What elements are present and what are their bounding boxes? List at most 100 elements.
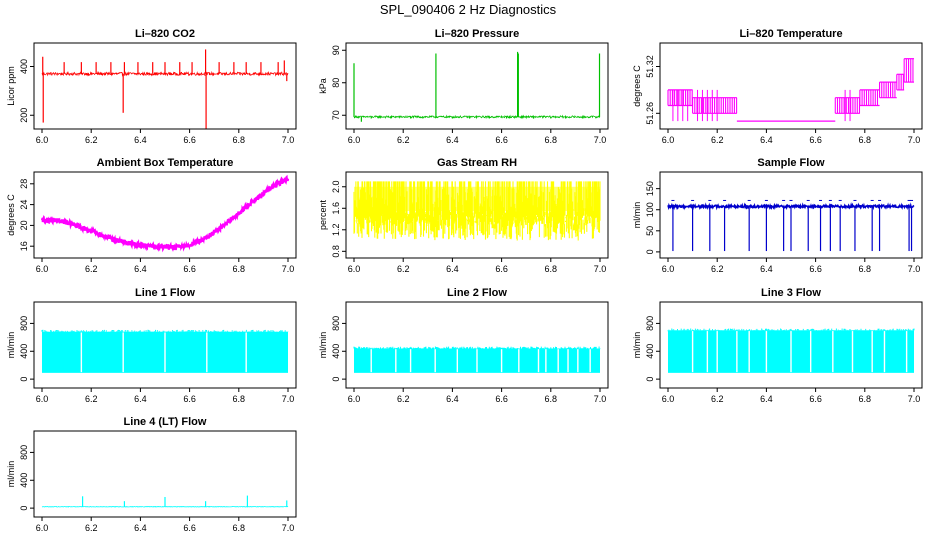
panel-title: Sample Flow [757, 157, 825, 169]
y-tick-label: 1.6 [331, 202, 341, 215]
x-tick-label: 6.8 [545, 264, 558, 274]
x-tick-label: 6.6 [809, 135, 822, 145]
y-axis: 200 400 [19, 59, 34, 123]
x-tick-label: 6.6 [809, 264, 822, 274]
y-tick-label: 200 [19, 108, 29, 123]
y-axis: 0 400 800 [19, 316, 34, 382]
temp-segment-5 [879, 81, 897, 99]
temp-segment-6 [896, 73, 905, 91]
y-tick-label: 100 [645, 202, 655, 217]
x-tick-label: 6.4 [446, 135, 459, 145]
temp-segment-1 [692, 97, 738, 114]
panel-title: Line 3 Flow [761, 287, 821, 299]
y-tick-label: 16 [19, 241, 29, 251]
x-tick-label: 6.6 [183, 523, 196, 533]
panel-gas-stream-rh: Gas Stream RH 6.0 6.2 6.4 6.6 6.8 7.0 0.8 1.2 1.6… [318, 157, 609, 274]
y-axis-label: degrees C [6, 194, 16, 236]
x-tick-label: 6.4 [760, 394, 773, 404]
panel-li820-temperature: Li–820 Temperature 6.0 6.2 6.4 6.6 6.8 7.0 51.2… [632, 28, 923, 145]
panel-title: Li–820 CO2 [135, 28, 195, 40]
y-tick-label: 0 [645, 249, 655, 254]
x-tick-label: 6.4 [134, 523, 147, 533]
x-tick-label: 6.2 [85, 394, 98, 404]
x-tick-label: 6.6 [183, 394, 196, 404]
x-tick-label: 6.8 [233, 523, 246, 533]
y-axis-label: kPa [318, 78, 328, 94]
panel-ambient-box-temperature: Ambient Box Temperature 6.0 6.2 6.4 6.6 6.8 7.… [6, 157, 297, 274]
x-axis: 6.0 6.2 6.4 6.6 6.8 7.0 [662, 129, 921, 145]
y-tick-label: 400 [645, 344, 655, 359]
x-tick-label: 6.2 [85, 523, 98, 533]
x-tick-label: 6.0 [36, 135, 49, 145]
y-axis: 0 50 100 150 [645, 181, 660, 254]
data-layer [667, 328, 915, 373]
panel-line-4-lt-flow: Line 4 (LT) Flow 6.0 6.2 6.4 6.6 6.8 7.0 0 400 80… [6, 416, 297, 533]
x-tick-label: 6.0 [348, 135, 361, 145]
y-tick-label: 800 [19, 316, 29, 331]
x-tick-label: 6.4 [446, 394, 459, 404]
data-layer [40, 174, 290, 253]
x-axis: 6.0 6.2 6.4 6.6 6.8 7.0 [36, 258, 294, 274]
panel-line-3-flow: Line 3 Flow 6.0 6.2 6.4 6.6 6.8 7.0 0 400 800ml/m… [632, 287, 923, 404]
x-tick-label: 6.6 [809, 394, 822, 404]
y-axis: 70 80 90 [331, 45, 346, 120]
y-axis-label: ml/min [318, 332, 328, 359]
y-axis: 16 20 24 28 [19, 179, 34, 251]
y-tick-label: 0 [331, 377, 341, 382]
series-line [353, 114, 601, 120]
x-tick-label: 6.0 [348, 394, 361, 404]
x-tick-label: 6.4 [446, 264, 459, 274]
y-tick-label: 28 [19, 179, 29, 189]
x-tick-label: 6.0 [662, 264, 675, 274]
y-tick-label: 800 [331, 316, 341, 331]
figure-title: SPL_090406 2 Hz Diagnostics [380, 2, 557, 17]
y-tick-label: 2.0 [331, 181, 341, 194]
panel-line-1-flow: Line 1 Flow 6.0 6.2 6.4 6.6 6.8 7.0 0 400 800ml/m… [6, 287, 297, 404]
y-tick-label: 0.8 [331, 245, 341, 258]
y-tick-label: 24 [19, 200, 29, 210]
plot-frame [33, 42, 297, 130]
y-tick-label: 20 [19, 220, 29, 230]
y-axis: 0 400 800 [645, 316, 660, 382]
data-layer [41, 49, 289, 129]
x-tick-label: 7.0 [594, 135, 607, 145]
x-axis: 6.0 6.2 6.4 6.6 6.8 7.0 [36, 129, 295, 145]
y-axis-label: ml/min [632, 332, 642, 359]
x-tick-label: 6.2 [711, 264, 724, 274]
x-tick-label: 6.8 [859, 135, 872, 145]
x-tick-label: 6.2 [397, 394, 410, 404]
y-tick-label: 70 [331, 110, 341, 120]
x-tick-label: 6.8 [233, 135, 246, 145]
x-tick-label: 7.0 [908, 264, 921, 274]
x-tick-label: 7.0 [908, 394, 921, 404]
data-layer [41, 495, 289, 508]
y-axis: 0 400 800 [19, 445, 34, 511]
x-tick-label: 6.8 [545, 135, 558, 145]
plot-frame [33, 430, 297, 518]
temp-segment-0 [667, 89, 693, 107]
y-tick-label: 51.32 [645, 55, 655, 78]
x-tick-label: 7.0 [282, 135, 295, 145]
plot-frame [659, 42, 923, 130]
panel-title: Gas Stream RH [437, 157, 517, 169]
y-tick-label: 1.2 [331, 224, 341, 237]
plot-frame [345, 42, 609, 130]
x-tick-label: 7.0 [908, 135, 921, 145]
x-tick-label: 7.0 [282, 394, 295, 404]
y-tick-label: 800 [19, 445, 29, 460]
y-tick-label: 800 [645, 316, 655, 331]
y-tick-label: 80 [331, 78, 341, 88]
x-tick-label: 6.2 [711, 394, 724, 404]
panel-title: Li–820 Temperature [739, 28, 842, 40]
y-axis-label: Licor ppm [6, 66, 16, 106]
temp-segment-4 [859, 89, 880, 107]
x-axis: 6.0 6.2 6.4 6.6 6.8 7.0 [36, 517, 294, 533]
x-tick-label: 6.0 [662, 135, 675, 145]
x-tick-label: 6.6 [495, 264, 508, 274]
panel-title: Li–820 Pressure [435, 28, 519, 40]
plot-frame [659, 171, 923, 259]
data-layer [353, 346, 601, 373]
plot-frame [345, 171, 609, 259]
x-axis: 6.0 6.2 6.4 6.6 6.8 7.0 [348, 388, 606, 404]
